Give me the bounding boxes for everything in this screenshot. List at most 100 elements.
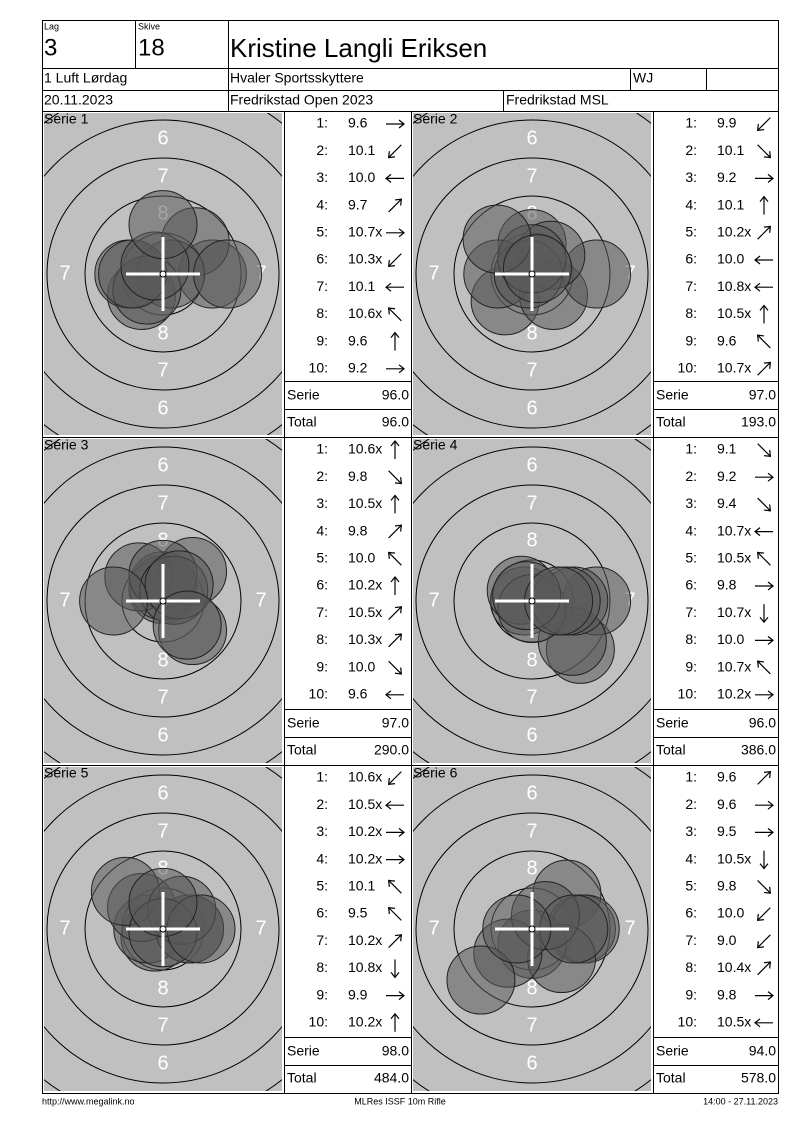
ring-label: 6: [157, 724, 168, 746]
shot-score: 10.8x: [348, 959, 382, 975]
arrow-shaft: [388, 470, 402, 484]
arrow-head: [756, 551, 765, 559]
shot-number: 5:: [316, 550, 328, 566]
shot-number: 5:: [316, 224, 328, 240]
direction-arrow: [754, 527, 773, 537]
serie-score: 97.0: [749, 387, 776, 403]
series-title: Serie 3: [44, 437, 89, 453]
shot-number: 6:: [685, 577, 697, 593]
ring-label: 8: [526, 857, 537, 879]
ring-label: 6: [526, 127, 537, 149]
shot-number: 2:: [316, 142, 328, 158]
total-score: 578.0: [741, 1070, 776, 1086]
shot-number: 9:: [685, 658, 697, 674]
shot-number: 6:: [316, 251, 328, 267]
shot-score: 9.2: [348, 360, 368, 376]
crosshair-center: [159, 597, 167, 605]
crosshair-center: [159, 270, 167, 278]
arrow-head: [767, 635, 774, 645]
arrow-shaft: [757, 907, 771, 921]
arrow-shaft: [388, 606, 402, 620]
shot-number: 4:: [685, 850, 697, 866]
category: WJ: [633, 70, 653, 86]
shot-score: 9.6: [348, 332, 368, 348]
shot-number: 10:: [678, 686, 697, 702]
direction-arrow: [754, 1018, 773, 1028]
ring: [84, 850, 242, 1008]
arrow-head: [754, 282, 761, 292]
arrow-head: [394, 524, 403, 532]
shot-score: 10.2x: [348, 850, 382, 866]
arrow-head: [387, 151, 396, 159]
shot-score: 10.5x: [717, 1014, 751, 1030]
shot-score: 10.1: [348, 142, 375, 158]
shot-number: 1:: [316, 115, 328, 131]
shot-score: 10.0: [717, 631, 744, 647]
shot-score: 10.7x: [717, 522, 751, 538]
direction-arrow: [755, 472, 774, 482]
arrow-shaft: [757, 144, 771, 158]
ring-label: 6: [526, 454, 537, 476]
arrow-head: [756, 660, 765, 668]
total-label: Total: [287, 1070, 317, 1086]
arrow-head: [754, 255, 761, 265]
shot-number: 4:: [685, 196, 697, 212]
direction-arrow: [388, 198, 403, 213]
direction-arrow: [756, 334, 771, 349]
arrow-shaft: [757, 552, 771, 566]
shot-score: 10.5x: [717, 305, 751, 321]
series-title: Serie 6: [413, 765, 458, 781]
arrow-head: [398, 364, 405, 374]
direction-arrow: [386, 991, 405, 1001]
ring-label: 7: [157, 686, 168, 708]
shot-number: 6:: [316, 577, 328, 593]
arrow-head: [394, 667, 403, 675]
arrow-head: [756, 913, 765, 922]
arrow-head: [767, 581, 774, 591]
shot-hole: [502, 234, 572, 304]
arrow-head: [390, 576, 400, 583]
shot-score: 9.2: [717, 169, 737, 185]
ring: [413, 774, 651, 1084]
range: Fredrikstad MSL: [506, 92, 609, 108]
shot-number: 1:: [685, 769, 697, 785]
serie-label: Serie: [287, 387, 320, 403]
direction-arrow: [390, 494, 400, 514]
arrow-head: [394, 633, 403, 641]
shot-number: 4:: [316, 850, 328, 866]
direction-arrow: [759, 304, 769, 324]
shot-number: 8:: [316, 631, 328, 647]
arrow-head: [767, 991, 774, 1001]
arrow-head: [767, 173, 774, 183]
direction-arrow: [387, 879, 402, 894]
ring-label: 6: [157, 397, 168, 419]
shot-score: 10.7x: [717, 604, 751, 620]
total-score: 484.0: [374, 1070, 409, 1086]
lag-label: Lag: [44, 21, 59, 31]
shot-score: 10.2x: [717, 224, 751, 240]
shot-score: 10.2x: [348, 1014, 382, 1030]
serie-score: 94.0: [749, 1043, 776, 1059]
shot-score: 9.8: [348, 468, 368, 484]
shot-number: 3:: [685, 823, 697, 839]
shot-score: 10.6x: [348, 305, 382, 321]
shot-number: 4:: [316, 522, 328, 538]
direction-arrow: [388, 606, 403, 620]
shot-number: 5:: [316, 878, 328, 894]
arrow-head: [387, 307, 396, 315]
ring-label: 8: [526, 977, 537, 999]
shot-number: 1:: [685, 441, 697, 457]
arrow-head: [763, 361, 772, 369]
arrow-shaft: [757, 117, 771, 131]
shot-score: 10.2x: [348, 932, 382, 948]
arrow-head: [387, 259, 396, 268]
shot-number: 7:: [316, 604, 328, 620]
direction-arrow: [390, 440, 400, 459]
direction-arrow: [757, 961, 772, 976]
club: Hvaler Sportsskyttere: [230, 70, 364, 86]
arrow-shaft: [757, 497, 771, 512]
arrow-shaft: [388, 633, 402, 648]
